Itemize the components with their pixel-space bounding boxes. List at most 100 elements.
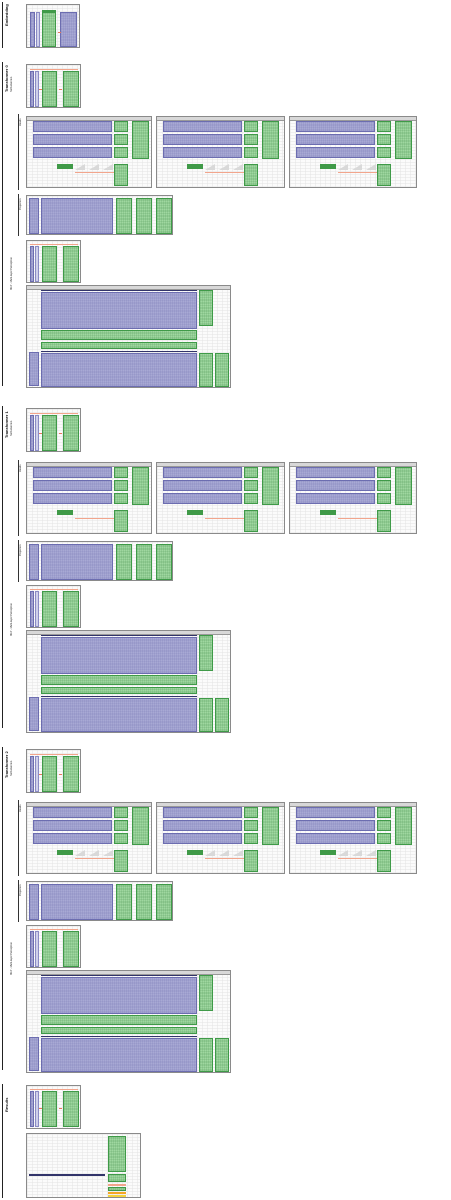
results-prediction-bar — [108, 1195, 126, 1197]
t2-proj-weights — [41, 884, 113, 920]
results-norm-sheet[interactable] — [26, 1085, 81, 1129]
t1-projection-sheet[interactable] — [26, 541, 173, 581]
t1-h0-q-out — [114, 467, 128, 478]
embedding-arrow — [58, 32, 61, 33]
t2-head-2-header — [290, 803, 416, 807]
t0-self-attention-sheet[interactable] — [26, 64, 81, 108]
t0-head-2[interactable] — [289, 116, 417, 188]
t1-mlp-norm-sheet[interactable] — [26, 585, 81, 628]
t2-projection-sheet[interactable] — [26, 881, 173, 921]
t2-head-0[interactable] — [26, 802, 152, 874]
t2-h1-mask-3 — [233, 850, 243, 856]
t2-head-1[interactable] — [156, 802, 285, 874]
t0-sa-col-a — [30, 71, 34, 107]
t2-h1-scores — [187, 850, 203, 855]
t2-mlp-bias-bar — [41, 975, 197, 976]
section-bar-transformer0 — [2, 62, 3, 386]
t2-h1-mask-2 — [219, 850, 229, 856]
t0-proj-input — [29, 198, 39, 234]
t2-mlp-input — [29, 1037, 39, 1071]
t0-h1-mask-3 — [233, 164, 243, 170]
t1-mlp-fc1-weights — [41, 637, 197, 674]
t0-sa-out-a — [42, 71, 57, 107]
t2-mlp-out-b — [63, 931, 79, 967]
t0-h1-result — [244, 164, 258, 186]
t1-h2-v — [296, 493, 375, 504]
results-logits-sheet[interactable] — [26, 1133, 141, 1198]
t1-h1-v-out — [244, 493, 258, 504]
t1-mlp-fc2-out-a — [199, 698, 213, 732]
t0-mlp-col-b — [35, 246, 39, 282]
t0-h2-result — [377, 164, 391, 186]
t1-sa-arrow-1 — [39, 433, 42, 434]
results-lm-head-bar — [29, 1174, 105, 1176]
t2-h2-v-out — [377, 833, 391, 844]
t2-mlp-act-a — [41, 1015, 197, 1025]
t1-head-1[interactable] — [156, 462, 285, 534]
t1-mlp-out-b — [63, 591, 79, 627]
t0-h2-q-out — [377, 121, 391, 132]
t1-h0-q — [33, 467, 112, 478]
t0-head-1[interactable] — [156, 116, 285, 188]
t0-head-0[interactable] — [26, 116, 152, 188]
t0-h0-mask-3 — [103, 164, 113, 170]
t2-mlp-sheet[interactable] — [26, 970, 231, 1073]
t0-mlp-act-b — [41, 342, 197, 349]
t2-self-attention-sheet[interactable] — [26, 749, 81, 793]
t0-mlp-bias-bar-2 — [41, 351, 197, 352]
t0-mlp-sheet[interactable] — [26, 285, 231, 388]
t2-proj-out-b — [136, 884, 152, 920]
t1-mlp-sheet[interactable] — [26, 630, 231, 733]
t2-h2-q — [296, 807, 375, 818]
sublabel-self-attention-t1: Self-attention — [10, 420, 13, 436]
t0-h1-scores — [187, 164, 203, 169]
t2-sa-out-a — [42, 756, 57, 792]
t1-head-2[interactable] — [289, 462, 417, 534]
embedding-output-block — [42, 12, 56, 47]
sublabel-projection-t1: Projection — [19, 544, 22, 556]
results-col-a — [30, 1091, 34, 1127]
sublabel-heads-t0: Heads — [19, 118, 22, 127]
t1-projection-bar — [18, 540, 19, 582]
t0-projection-sheet[interactable] — [26, 195, 173, 235]
t0-mlp-bias-bar — [41, 290, 197, 291]
t1-h0-result — [114, 510, 128, 532]
t1-heads-bar — [18, 460, 19, 536]
t1-self-attention-sheet[interactable] — [26, 408, 81, 452]
t2-head-2[interactable] — [289, 802, 417, 874]
t2-h0-v — [33, 833, 112, 844]
t0-h2-mask-3 — [366, 164, 376, 170]
t0-h1-v-out — [244, 147, 258, 158]
t2-h2-scores — [320, 850, 336, 855]
t0-head-2-header — [290, 117, 416, 121]
t0-mlp-fc1-weights — [41, 292, 197, 329]
embedding-weights-block — [60, 12, 77, 47]
t0-h1-mask-2 — [219, 164, 229, 170]
t2-h0-result — [114, 850, 128, 872]
t1-proj-out-a — [116, 544, 132, 580]
t0-mlp-norm-sheet[interactable] — [26, 240, 81, 283]
t1-h2-softmax-bar — [338, 518, 380, 520]
t2-mlp-act-b — [41, 1027, 197, 1034]
t1-mlp-col-b — [35, 591, 39, 627]
t2-mlp-norm-sheet[interactable] — [26, 925, 81, 968]
results-col-b — [35, 1091, 39, 1127]
t1-head-0[interactable] — [26, 462, 152, 534]
t0-mlp-fc2-out-a — [199, 353, 213, 387]
t2-h0-k-out — [114, 820, 128, 831]
results-softmax-block — [108, 1174, 126, 1182]
t0-sa-col-b — [35, 71, 39, 107]
t2-head-1-header — [157, 803, 284, 807]
t1-sa-arrow-2 — [59, 433, 62, 434]
results-out-b — [63, 1091, 79, 1127]
t0-mlp-out-a — [42, 246, 57, 282]
sublabel-heads-t2: Heads — [19, 804, 22, 813]
t0-mlp-out-b — [63, 246, 79, 282]
embedding-sheet[interactable] — [26, 4, 80, 48]
sublabel-heads-t1: Heads — [19, 464, 22, 473]
t2-mlp-fc2-out-a — [199, 1038, 213, 1072]
t1-mlp-input — [29, 697, 39, 731]
t2-sa-arrow-2 — [59, 774, 62, 775]
results-highlight — [30, 1089, 78, 1091]
t1-proj-out-b — [136, 544, 152, 580]
